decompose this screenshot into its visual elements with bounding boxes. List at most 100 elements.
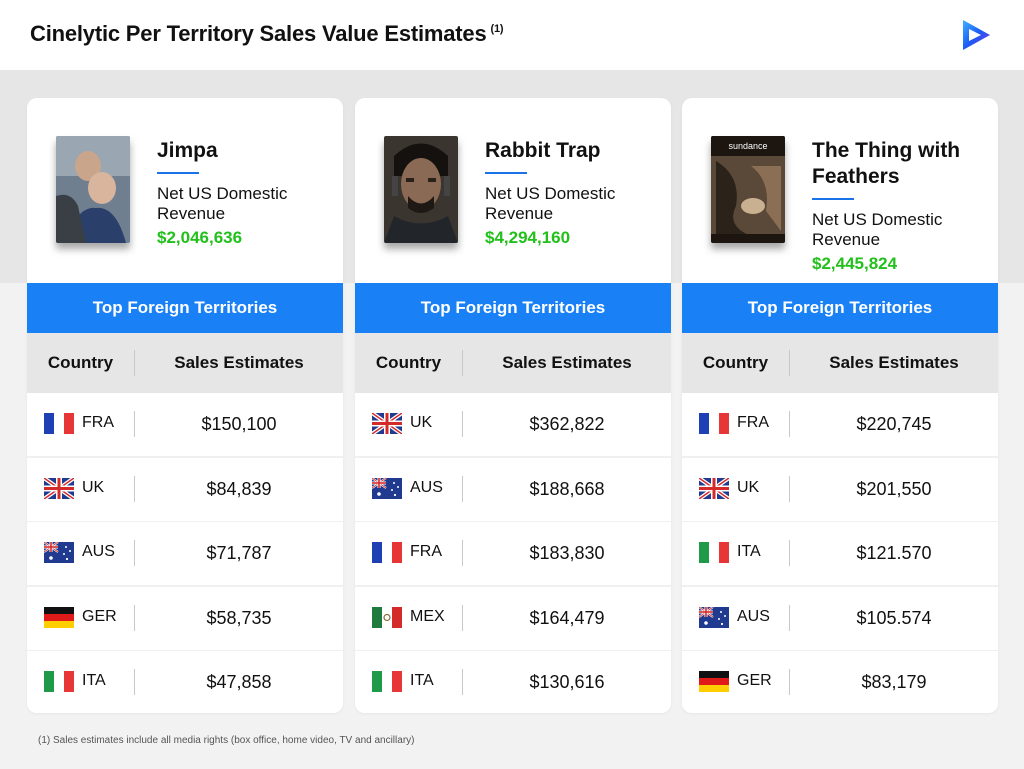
country-column-header: Country (702, 353, 769, 372)
column-divider (462, 350, 463, 376)
aus-flag-icon (699, 606, 729, 628)
sales-column-header: Sales Estimates (174, 353, 304, 372)
sales-estimate-value: $47,858 (206, 672, 272, 692)
table-row: UK $84,839 (27, 457, 343, 523)
uk-flag-icon (699, 477, 729, 499)
table-row: ITA $47,858 (27, 651, 343, 713)
ger-flag-icon (44, 606, 74, 628)
column-divider (462, 540, 463, 566)
country-code: ITA (410, 672, 434, 689)
revenue-label: Net US Domestic Revenue (485, 184, 616, 223)
footnote: (1) Sales estimates include all media ri… (38, 735, 415, 746)
sales-estimate-value: $71,787 (206, 543, 272, 563)
sales-estimate-value: $150,100 (201, 414, 277, 434)
uk-flag-icon (372, 413, 402, 434)
column-divider (134, 604, 135, 631)
movie-poster (56, 136, 130, 243)
territories-band: Top Foreign Territories (682, 283, 998, 333)
column-divider (789, 475, 790, 502)
table-row: AUS $71,787 (27, 522, 343, 587)
table-row: GER $58,735 (27, 586, 343, 652)
sales-estimate-value: $83,179 (861, 672, 927, 692)
country-code: GER (737, 672, 772, 689)
movie-card-rabbit-trap: Rabbit Trap Net US Domestic Revenue $4,2… (355, 98, 671, 713)
ita-flag-icon (372, 671, 402, 692)
uk-flag-icon (44, 477, 74, 499)
territories-band: Top Foreign Territories (355, 283, 671, 333)
sales-estimate-value: $201,550 (856, 478, 932, 499)
country-code: UK (82, 478, 105, 496)
revenue-value: $2,046,636 (157, 228, 243, 247)
sales-estimate-value: $130,616 (529, 672, 605, 692)
column-divider (789, 669, 790, 695)
column-divider (134, 411, 135, 437)
column-divider (462, 669, 463, 695)
table-row: UK $362,822 (355, 393, 671, 458)
sales-estimate-value: $121.570 (856, 543, 932, 563)
sales-estimate-value: $105.574 (856, 607, 932, 628)
movie-info: The Thing with Feathers Net US Domestic … (812, 138, 992, 274)
country-code: AUS (82, 543, 115, 560)
column-divider (134, 475, 135, 502)
table-row: AUS $188,668 (355, 457, 671, 523)
sales-estimate-value: $84,839 (206, 478, 272, 499)
revenue-label: Net US Domestic Revenue (157, 184, 288, 223)
column-divider (134, 540, 135, 566)
table-header: Country Sales Estimates (355, 333, 671, 393)
sales-estimate-value: $183,830 (529, 543, 605, 563)
fra-flag-icon (372, 542, 402, 563)
poster-sundance-text: sundance (728, 141, 767, 151)
movie-poster (384, 136, 458, 243)
table-row: ITA $130,616 (355, 651, 671, 713)
table-row: MEX $164,479 (355, 586, 671, 652)
column-divider (462, 604, 463, 631)
sales-estimate-value: $188,668 (529, 478, 605, 499)
ita-flag-icon (699, 542, 729, 563)
movie-title: Rabbit Trap (485, 139, 601, 162)
country-code: UK (737, 478, 760, 496)
country-code: UK (410, 414, 433, 431)
column-divider (462, 475, 463, 502)
movie-poster: sundance (711, 136, 785, 243)
table-row: FRA $220,745 (682, 393, 998, 458)
table-row: FRA $183,830 (355, 522, 671, 587)
sales-column-header: Sales Estimates (829, 353, 959, 372)
country-code: ITA (737, 543, 761, 560)
revenue-label: Net US Domestic Revenue (812, 210, 943, 249)
column-divider (789, 604, 790, 631)
table-row: GER $83,179 (682, 651, 998, 713)
table-row: ITA $121.570 (682, 522, 998, 587)
table-row: AUS $105.574 (682, 586, 998, 652)
column-divider (134, 669, 135, 695)
movie-title: The Thing with Feathers (812, 139, 961, 188)
title-underline (812, 198, 854, 200)
fra-flag-icon (699, 413, 729, 434)
column-divider (462, 411, 463, 437)
movie-info: Jimpa Net US Domestic Revenue $2,046,636 (157, 138, 337, 248)
movie-card-the-thing-with-feathers: sundance The Thing with Feathers Net US … (682, 98, 998, 713)
country-column-header: Country (47, 353, 114, 372)
country-code: AUS (737, 607, 770, 625)
country-code: AUS (410, 478, 443, 496)
table-row: FRA $150,100 (27, 393, 343, 458)
table-row: UK $201,550 (682, 457, 998, 523)
movie-info: Rabbit Trap Net US Domestic Revenue $4,2… (485, 138, 665, 248)
movie-card-jimpa: Jimpa Net US Domestic Revenue $2,046,636… (27, 98, 343, 713)
sales-estimate-value: $164,479 (529, 607, 605, 628)
play-logo-icon (963, 20, 990, 50)
country-code: GER (82, 607, 117, 625)
page-title: Cinelytic Per Territory Sales Value Esti… (30, 21, 504, 46)
aus-flag-icon (44, 542, 74, 563)
table-header: Country Sales Estimates (682, 333, 998, 393)
mex-flag-icon (372, 606, 402, 628)
country-code: ITA (82, 672, 106, 689)
territories-band: Top Foreign Territories (27, 283, 343, 333)
sales-estimate-value: $362,822 (529, 414, 605, 434)
column-divider (789, 350, 790, 376)
fra-flag-icon (44, 413, 74, 434)
country-code: FRA (737, 414, 769, 431)
header-bar: Cinelytic Per Territory Sales Value Esti… (0, 0, 1024, 70)
column-divider (789, 411, 790, 437)
revenue-value: $2,445,824 (812, 254, 898, 273)
sales-estimate-value: $220,745 (856, 414, 932, 434)
